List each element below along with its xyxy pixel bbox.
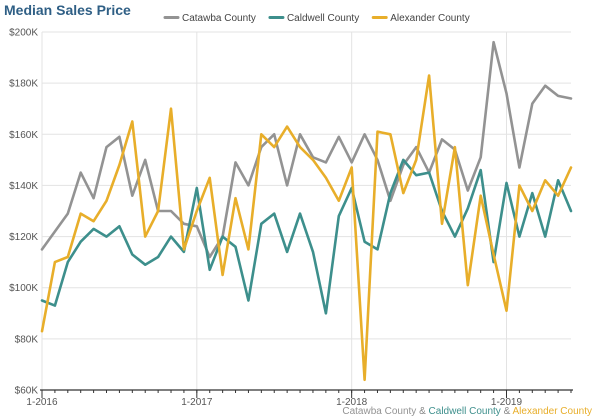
series-line-caldwell-county [40, 158, 573, 315]
chart-caption: Catawba County & Caldwell County & Alexa… [342, 406, 592, 417]
series-lines [40, 40, 573, 382]
legend-item-catawba-county[interactable]: Catawba County [163, 13, 256, 24]
gridlines [41, 31, 571, 391]
y-axis-ticks: $60K $80K $100K $120K $140K $160K $180K $200K [9, 28, 38, 397]
y-tick-label: $200K [9, 28, 38, 39]
caption-caldwell: Caldwell County [428, 406, 501, 417]
legend-item-alexander-county[interactable]: Alexander County [371, 13, 470, 24]
legend[interactable]: Catawba County Caldwell County Alexander C… [163, 13, 470, 24]
x-axis: 1-2016 1-2017 1-2018 1-2019 [26, 389, 573, 408]
series-line-alexander-county [40, 74, 573, 382]
x-tick-label: 1-2016 [26, 397, 58, 408]
y-tick-label: $180K [9, 79, 38, 90]
x-tick-label: 1-2018 [336, 397, 368, 408]
y-tick-label: $60K [15, 386, 39, 397]
y-tick-label: $100K [9, 283, 38, 294]
caption-catawba: Catawba County [342, 406, 417, 417]
legend-item-caldwell-county[interactable]: Caldwell County [268, 13, 359, 24]
legend-label: Caldwell County [287, 13, 359, 24]
y-tick-label: $160K [9, 130, 38, 141]
legend-label: Alexander County [390, 13, 470, 24]
caption-alexander: Alexander County [512, 406, 593, 417]
caption-separator: & [500, 406, 513, 417]
legend-label: Catawba County [182, 13, 256, 24]
series-line-catawba-county [40, 40, 573, 259]
y-tick-label: $140K [9, 181, 38, 192]
y-tick-label: $120K [9, 232, 38, 243]
chart-title: Median Sales Price [4, 2, 131, 18]
y-tick-label: $80K [15, 334, 39, 345]
caption-separator: & [416, 406, 429, 417]
x-tick-label: 1-2017 [181, 397, 213, 408]
x-tick-label: 1-2019 [491, 397, 523, 408]
